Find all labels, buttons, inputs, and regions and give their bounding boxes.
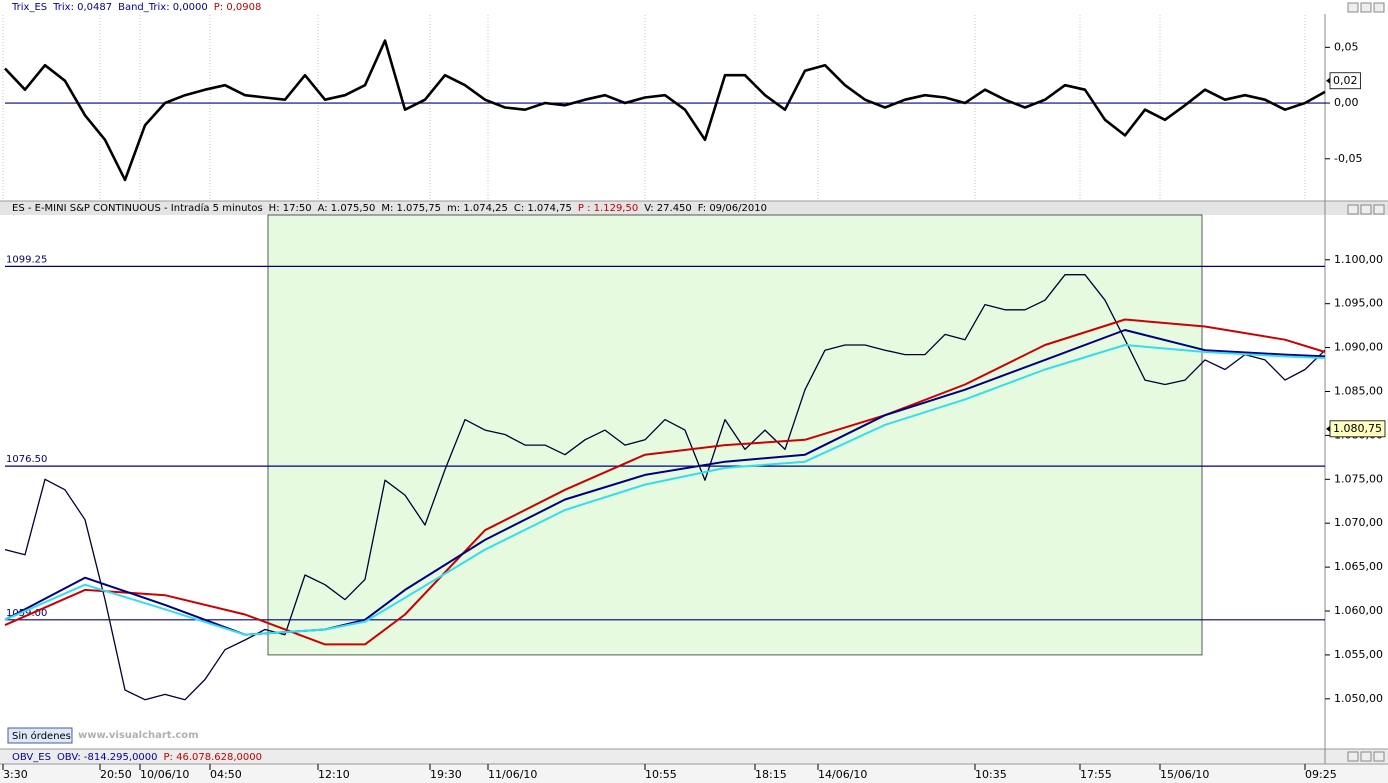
x-tick-label: 19:30 <box>430 768 462 781</box>
header-text: Trix_ES <box>11 2 47 13</box>
header-bar <box>0 749 1388 764</box>
last-value-label: 1.080,75 <box>1333 422 1382 435</box>
horizontal-line-label: 1099.25 <box>6 254 47 265</box>
header-text: V: 27.450 <box>644 203 692 214</box>
y-tick-label: 1.090,00 <box>1334 341 1383 354</box>
header-text: Band_Trix: 0,0000 <box>118 2 208 13</box>
watermark: www.visualchart.com <box>78 730 199 741</box>
x-tick-label: 04:50 <box>210 768 242 781</box>
header-text: ES - E-MINI S&P CONTINUOUS - Intradía 5 … <box>12 202 263 214</box>
x-tick-label: 15/06/10 <box>1160 768 1209 781</box>
header-text: H: 17:50 <box>269 203 312 214</box>
header-text: A: 1.075,50 <box>318 203 376 214</box>
last-value-pointer <box>1326 77 1330 84</box>
series-line <box>4 39 1326 182</box>
header-text: C: 1.074,75 <box>514 203 572 214</box>
maximize-button[interactable] <box>1360 2 1372 13</box>
orders-button[interactable]: Sin órdenes <box>7 727 73 744</box>
y-tick-label: 1.095,00 <box>1334 297 1383 310</box>
x-tick-label: 12:10 <box>318 768 350 781</box>
series-line <box>4 344 1326 636</box>
y-tick-label: 1.070,00 <box>1334 516 1383 529</box>
header-text: P : 1.129,50 <box>578 203 638 214</box>
x-tick-label: 18:15 <box>755 768 787 781</box>
y-tick-label: 1.085,00 <box>1334 384 1383 397</box>
header-text: m: 1.074,25 <box>447 203 508 214</box>
series-line <box>4 274 1326 701</box>
horizontal-line-label: 1076.50 <box>6 454 47 465</box>
maximize-button[interactable] <box>1360 204 1372 215</box>
header-bar <box>0 201 1388 215</box>
last-value-box <box>1329 420 1386 438</box>
close-button[interactable] <box>1373 751 1385 762</box>
close-button[interactable] <box>1373 2 1385 13</box>
y-tick-label: 1.100,00 <box>1334 253 1383 266</box>
minimize-button[interactable] <box>1347 204 1359 215</box>
x-tick-label: 20:50 <box>100 768 132 781</box>
y-tick-label: 1.075,00 <box>1334 472 1383 485</box>
y-tick-label: 1.055,00 <box>1334 648 1383 661</box>
x-tick-label: 10:35 <box>975 768 1007 781</box>
orders-button-label: Sin órdenes <box>12 730 71 742</box>
header-text: M: 1.075,75 <box>381 203 441 214</box>
window-buttons <box>1347 2 1385 762</box>
x-tick-label: 14/06/10 <box>818 768 867 781</box>
orders-button-box <box>7 727 73 744</box>
minimize-button[interactable] <box>1347 751 1359 762</box>
maximize-button[interactable] <box>1360 751 1372 762</box>
x-tick-label: 11/06/10 <box>488 768 537 781</box>
header-text: Trix: 0,0487 <box>52 2 112 13</box>
plot <box>2 15 1326 200</box>
header-text: P: 0,0908 <box>214 2 262 13</box>
header-text: OBV_ES <box>12 752 51 763</box>
last-value-pointer <box>1326 425 1330 432</box>
series-line <box>4 318 1326 646</box>
y-tick-label: 0,05 <box>1334 40 1359 53</box>
header-text: P: 46.078.628,0000 <box>164 752 262 763</box>
last-value-box <box>1329 72 1361 90</box>
y-tick-label: 1.050,00 <box>1334 692 1383 705</box>
x-tick-label: 10:55 <box>645 768 677 781</box>
y-tick-label: 0,00 <box>1334 96 1359 109</box>
x-tick-label: 3:30 <box>3 768 28 781</box>
plot: 1099.25 1076.50 1059.00 <box>4 214 1326 701</box>
y-tick-label: -0,05 <box>1334 152 1362 165</box>
y-tick-label: 1.065,00 <box>1334 560 1383 573</box>
x-tick-label: 09:25 <box>1305 768 1337 781</box>
close-button[interactable] <box>1373 204 1385 215</box>
x-tick-label: 10/06/10 <box>140 768 189 781</box>
header-text: OBV: -814.295,0000 <box>57 752 158 763</box>
minimize-button[interactable] <box>1347 2 1359 13</box>
horizontal-line-label: 1059.00 <box>6 608 47 619</box>
time-axis <box>0 764 1388 783</box>
x-tick-label: 17:55 <box>1080 768 1112 781</box>
y-tick-label: 1.060,00 <box>1334 604 1383 617</box>
header-text: F: 09/06/2010 <box>698 203 767 214</box>
last-value-label: 0,02 <box>1333 74 1358 87</box>
